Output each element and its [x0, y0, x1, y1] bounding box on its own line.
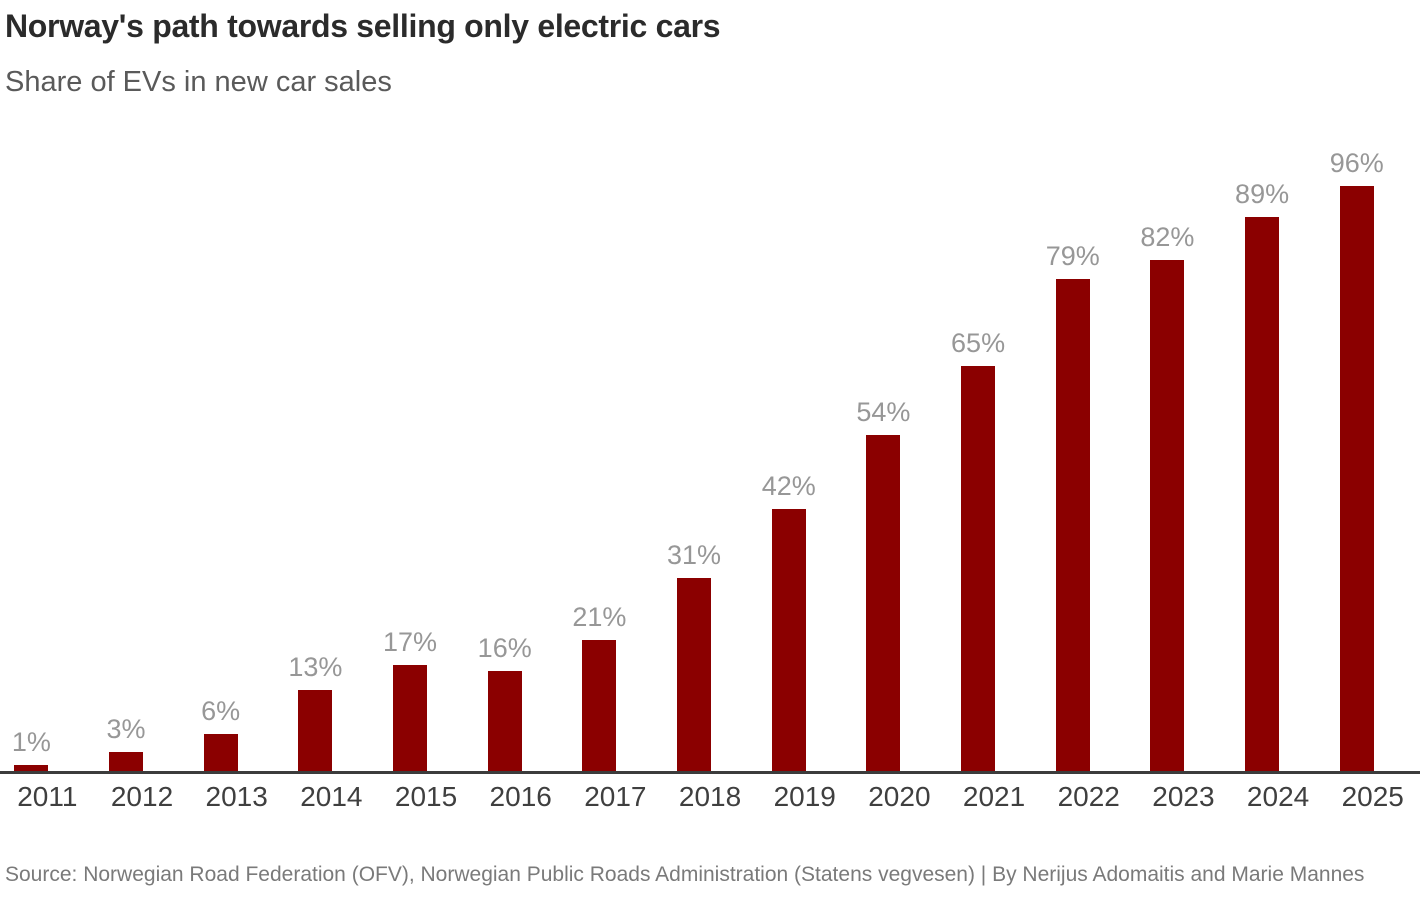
bar: [866, 434, 901, 771]
source-note: Source: Norwegian Road Federation (OFV),…: [5, 863, 1365, 886]
bar-column: 54%: [836, 148, 931, 771]
bar: [1339, 186, 1374, 771]
bar: [393, 665, 428, 771]
bar-value-label: 13%: [288, 652, 343, 683]
x-axis-tick-label: 2020: [868, 781, 931, 812]
bar-column: 65%: [931, 148, 1026, 771]
bar-value-label: 6%: [201, 695, 241, 726]
bar-column: 82%: [1120, 148, 1215, 771]
bar: [109, 752, 143, 771]
bar-column: 21%: [552, 148, 647, 771]
bar: [487, 671, 522, 771]
x-axis-tick-label: 2022: [1057, 781, 1120, 812]
bar: [771, 509, 806, 771]
bar-column: 1%: [0, 148, 79, 771]
bar-column: 3%: [79, 148, 174, 771]
bar-column: 6%: [173, 148, 268, 771]
bar-value-label: 65%: [951, 328, 1006, 359]
bar-value-label: 31%: [667, 539, 722, 570]
bar: [1245, 216, 1280, 771]
x-axis-tick-label: 2019: [773, 781, 836, 812]
bar: [298, 690, 333, 771]
bar: [203, 733, 238, 771]
bar: [582, 640, 617, 771]
x-axis-line: [0, 771, 1420, 774]
bar: [1150, 260, 1185, 771]
bar-column: 16%: [457, 148, 552, 771]
x-axis-tick-label: 2023: [1152, 781, 1215, 812]
bar-value-label: 21%: [572, 602, 627, 633]
bar-column: 42%: [741, 148, 836, 771]
bar-value-label: 3%: [106, 714, 146, 745]
bar-value-label: 89%: [1235, 178, 1290, 209]
x-axis-tick-label: 2016: [489, 781, 552, 812]
bar-value-label: 79%: [1045, 240, 1100, 271]
x-axis-tick-label: 2018: [678, 781, 742, 812]
bar-chart: 1% 3% 6% 13% 17% 16% 21% 31% 42% 54% 65% 79% 82% 89% 9…: [0, 148, 1420, 813]
bar-value-label: 54%: [856, 396, 911, 427]
bar-value-label: 16%: [477, 633, 532, 664]
bar-value-label: 42%: [761, 471, 816, 502]
bar-column: 89%: [1215, 148, 1310, 771]
x-axis-tick-label: 2025: [1341, 781, 1404, 812]
bar-value-label: 96%: [1329, 148, 1384, 178]
bar: [1055, 278, 1090, 771]
years-row: 2011 2012 2013 2014 2015 2016 2017 2018 2019 2020…: [0, 781, 1420, 813]
x-axis-tick-label: 2015: [394, 781, 458, 812]
bar-value-label: 17%: [383, 627, 438, 658]
x-axis-tick-label: 2024: [1246, 781, 1310, 812]
bar-column: 17%: [363, 148, 458, 771]
bar-column: 96%: [1309, 148, 1404, 771]
x-axis-tick-label: 2017: [584, 781, 647, 812]
bar-column: 31%: [647, 148, 742, 771]
bar: [961, 366, 996, 771]
x-axis-tick-label: 2021: [962, 781, 1026, 812]
bar: [14, 764, 49, 771]
x-axis-tick-label: 2014: [300, 781, 363, 812]
bar-value-label: 1%: [11, 726, 51, 757]
bar-column: 13%: [268, 148, 363, 771]
chart-subtitle: Share of EVs in new car sales: [5, 66, 392, 98]
x-axis-tick-label: 2013: [205, 781, 268, 812]
x-axis-tick-label: 2012: [110, 781, 174, 812]
bars-row: 1% 3% 6% 13% 17% 16% 21% 31% 42% 54% 65% 79% 82% 89% 9…: [0, 148, 1404, 771]
page-title: Norway's path towards selling only elect…: [5, 8, 721, 44]
bar-column: 79%: [1025, 148, 1120, 771]
x-axis-tick-label: 2011: [17, 781, 78, 812]
bar-value-label: 82%: [1140, 222, 1195, 253]
bar: [677, 577, 712, 771]
